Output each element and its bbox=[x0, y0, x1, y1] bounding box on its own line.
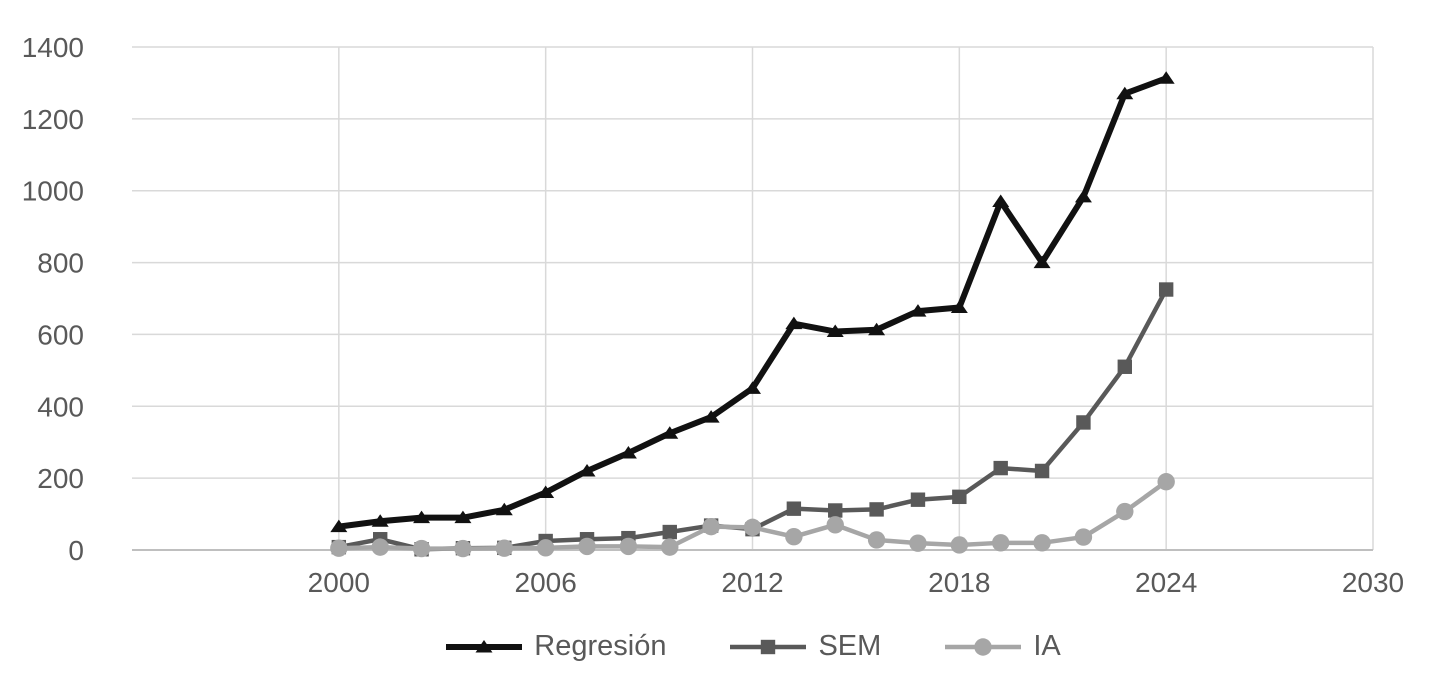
circle-marker-icon bbox=[1116, 502, 1134, 521]
triangle-marker-icon bbox=[330, 519, 348, 533]
square-marker-icon bbox=[910, 492, 926, 507]
x-tick-label: 2012 bbox=[721, 567, 783, 598]
circle-marker-icon bbox=[950, 536, 969, 554]
circle-marker-icon bbox=[1157, 473, 1175, 491]
circle-marker-icon bbox=[619, 537, 638, 556]
circle-marker-icon bbox=[785, 528, 803, 546]
triangle-marker-icon bbox=[495, 502, 513, 516]
y-tick-label: 1400 bbox=[22, 32, 84, 63]
x-tick-label: 2000 bbox=[308, 567, 370, 598]
circle-marker-icon bbox=[702, 517, 720, 536]
square-marker-icon bbox=[1076, 415, 1091, 430]
circle-marker-icon bbox=[867, 531, 886, 549]
circle-marker-icon bbox=[661, 538, 679, 556]
triangle-marker-icon bbox=[826, 324, 844, 338]
triangle-marker-icon bbox=[578, 463, 596, 477]
triangle-marker-icon bbox=[475, 639, 493, 652]
x-tick-label: 2024 bbox=[1135, 567, 1197, 598]
square-marker-icon bbox=[828, 503, 843, 518]
y-tick-label: 800 bbox=[37, 248, 84, 279]
gridlines bbox=[132, 46, 1374, 550]
triangle-marker-icon bbox=[1074, 189, 1092, 203]
circle-marker-icon bbox=[495, 539, 513, 557]
square-marker-icon bbox=[1034, 463, 1050, 479]
triangle-marker-icon bbox=[909, 304, 927, 317]
triangle-marker-icon bbox=[371, 514, 389, 527]
triangle-marker-icon bbox=[702, 410, 720, 423]
y-axis-labels: 0 200 400 600 800 1000 1200 1400 bbox=[22, 32, 84, 566]
series-regresión bbox=[330, 71, 1175, 533]
triangle-marker-icon bbox=[785, 316, 803, 330]
legend-item-ia: IA bbox=[943, 630, 1061, 663]
y-tick-label: 400 bbox=[37, 391, 84, 422]
y-tick-label: 200 bbox=[37, 463, 84, 494]
square-marker-icon bbox=[761, 639, 776, 654]
legend-circle-icon bbox=[945, 637, 1022, 656]
triangle-marker-icon bbox=[992, 194, 1010, 207]
y-tick-label: 1000 bbox=[22, 176, 84, 207]
triangle-marker-icon bbox=[950, 300, 968, 313]
triangle-marker-icon bbox=[661, 426, 679, 439]
legend-item-sem: SEM bbox=[728, 630, 881, 663]
y-tick-label: 0 bbox=[68, 535, 84, 566]
triangle-marker-icon bbox=[1116, 86, 1134, 100]
circle-marker-icon bbox=[826, 516, 844, 534]
legend-label: Regresión bbox=[534, 630, 667, 662]
circle-marker-icon bbox=[412, 539, 431, 558]
square-marker-icon bbox=[993, 460, 1008, 476]
circle-marker-icon bbox=[454, 539, 472, 558]
y-tick-label: 1200 bbox=[22, 104, 84, 135]
square-marker-icon bbox=[1117, 359, 1132, 374]
circle-marker-icon bbox=[974, 637, 993, 656]
triangle-marker-icon bbox=[744, 381, 761, 394]
circle-marker-icon bbox=[578, 537, 596, 556]
triangle-marker-icon bbox=[413, 510, 431, 524]
circle-marker-icon bbox=[992, 534, 1010, 552]
y-tick-label: 600 bbox=[37, 319, 84, 350]
circle-marker-icon bbox=[909, 534, 927, 552]
plot-area: 0 200 400 600 800 1000 1200 1400 2000 2006 2012 201… bbox=[22, 32, 1404, 598]
x-tick-label: 2006 bbox=[515, 567, 577, 598]
square-marker-icon bbox=[786, 501, 802, 516]
legend-triangle-icon bbox=[446, 639, 523, 652]
legend-label: IA bbox=[1033, 630, 1061, 662]
x-axis-labels: 2000 2006 2012 2018 2024 2030 bbox=[308, 567, 1404, 598]
circle-marker-icon bbox=[743, 518, 762, 537]
triangle-marker-icon bbox=[1033, 255, 1051, 269]
legend-item-regresión: Regresión bbox=[444, 630, 666, 663]
series-ia bbox=[330, 473, 1175, 558]
triangle-marker-icon bbox=[454, 510, 472, 524]
legend-square-icon bbox=[730, 639, 807, 654]
triangle-marker-icon bbox=[1157, 71, 1175, 84]
square-marker-icon bbox=[952, 489, 967, 505]
x-tick-label: 2030 bbox=[1342, 567, 1404, 598]
circle-marker-icon bbox=[1074, 528, 1093, 546]
circle-marker-icon bbox=[330, 539, 348, 557]
chart-legend: Regresión SEM IA bbox=[132, 630, 1373, 663]
triangle-marker-icon bbox=[619, 445, 637, 459]
x-tick-label: 2018 bbox=[928, 567, 990, 598]
triangle-marker-icon bbox=[868, 322, 886, 336]
circle-marker-icon bbox=[536, 539, 555, 557]
triangle-marker-icon bbox=[537, 485, 555, 499]
legend-label: SEM bbox=[818, 630, 882, 662]
circle-marker-icon bbox=[371, 538, 389, 556]
square-marker-icon bbox=[869, 502, 884, 517]
square-marker-icon bbox=[1158, 282, 1174, 297]
square-marker-icon bbox=[662, 524, 677, 540]
circle-marker-icon bbox=[1033, 534, 1051, 552]
